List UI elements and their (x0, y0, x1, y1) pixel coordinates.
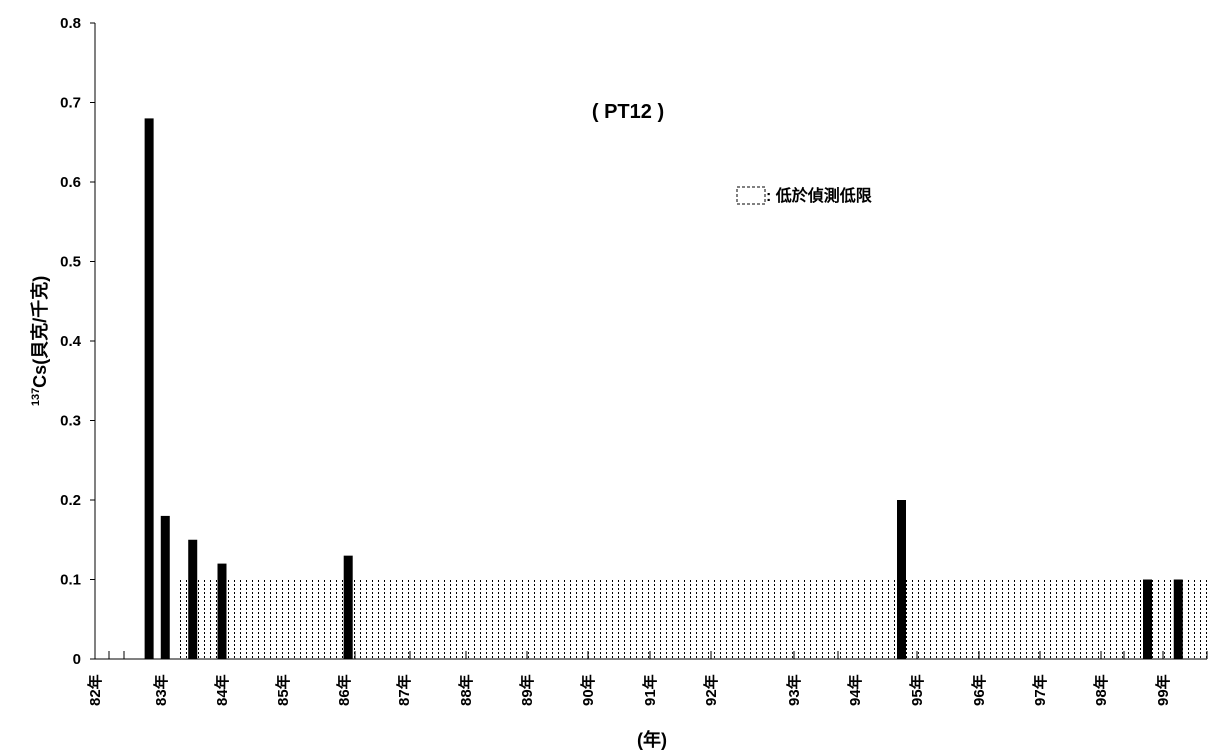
x-tick-label: 96年 (970, 674, 988, 706)
bar (897, 500, 906, 659)
y-tick-label: 0.2 (60, 492, 81, 509)
bar (160, 515, 170, 659)
bar (217, 563, 227, 659)
bar (343, 555, 353, 659)
x-tick-label: 87年 (395, 674, 413, 706)
x-tick-label: 93年 (785, 674, 803, 706)
x-tick-label: 92年 (702, 674, 720, 706)
y-tick-label: 0.5 (60, 254, 81, 271)
y-tick-label: 0 (73, 651, 81, 668)
x-tick-label: 99年 (1154, 674, 1172, 706)
x-tick-label: 95年 (908, 674, 926, 706)
x-tick-label: 90年 (579, 674, 597, 706)
x-tick-label: 82年 (86, 674, 104, 706)
x-tick-label: 94年 (846, 674, 864, 706)
x-tick-label: 97年 (1031, 674, 1049, 706)
x-tick-label: 85年 (274, 674, 292, 706)
y-tick-label: 0.4 (60, 333, 82, 350)
x-tick-label: 98年 (1092, 674, 1110, 706)
legend-swatch (736, 186, 766, 205)
x-axis-title: (年) (637, 729, 667, 750)
bar (144, 118, 154, 659)
x-tick-label: 84年 (213, 674, 231, 706)
x-tick-label: 86年 (335, 674, 353, 706)
x-tick-label: 91年 (641, 674, 659, 706)
x-tick-label: 83年 (152, 674, 170, 706)
y-tick-label: 0.7 (60, 95, 81, 112)
y-axis-title-superscript: 137 (30, 388, 42, 406)
bar (1173, 579, 1183, 659)
x-tick-label: 89年 (518, 674, 536, 706)
y-axis-title: 137Cs(貝克/千克) (29, 276, 50, 406)
x-tick-label: 88年 (457, 674, 475, 706)
bar (1143, 579, 1152, 659)
y-axis-title-main: Cs(貝克/千克) (29, 276, 50, 388)
y-tick-label: 0.6 (60, 174, 81, 191)
y-tick-label: 0.8 (60, 15, 81, 32)
y-tick-label: 0.1 (60, 572, 81, 589)
y-tick-label: 0.3 (60, 413, 81, 430)
legend-label: : 低於偵測低限 (766, 186, 873, 205)
chart-annotation: ( PT12 ) (592, 101, 664, 123)
bar (188, 539, 198, 659)
detection-limit-region (176, 579, 1207, 659)
